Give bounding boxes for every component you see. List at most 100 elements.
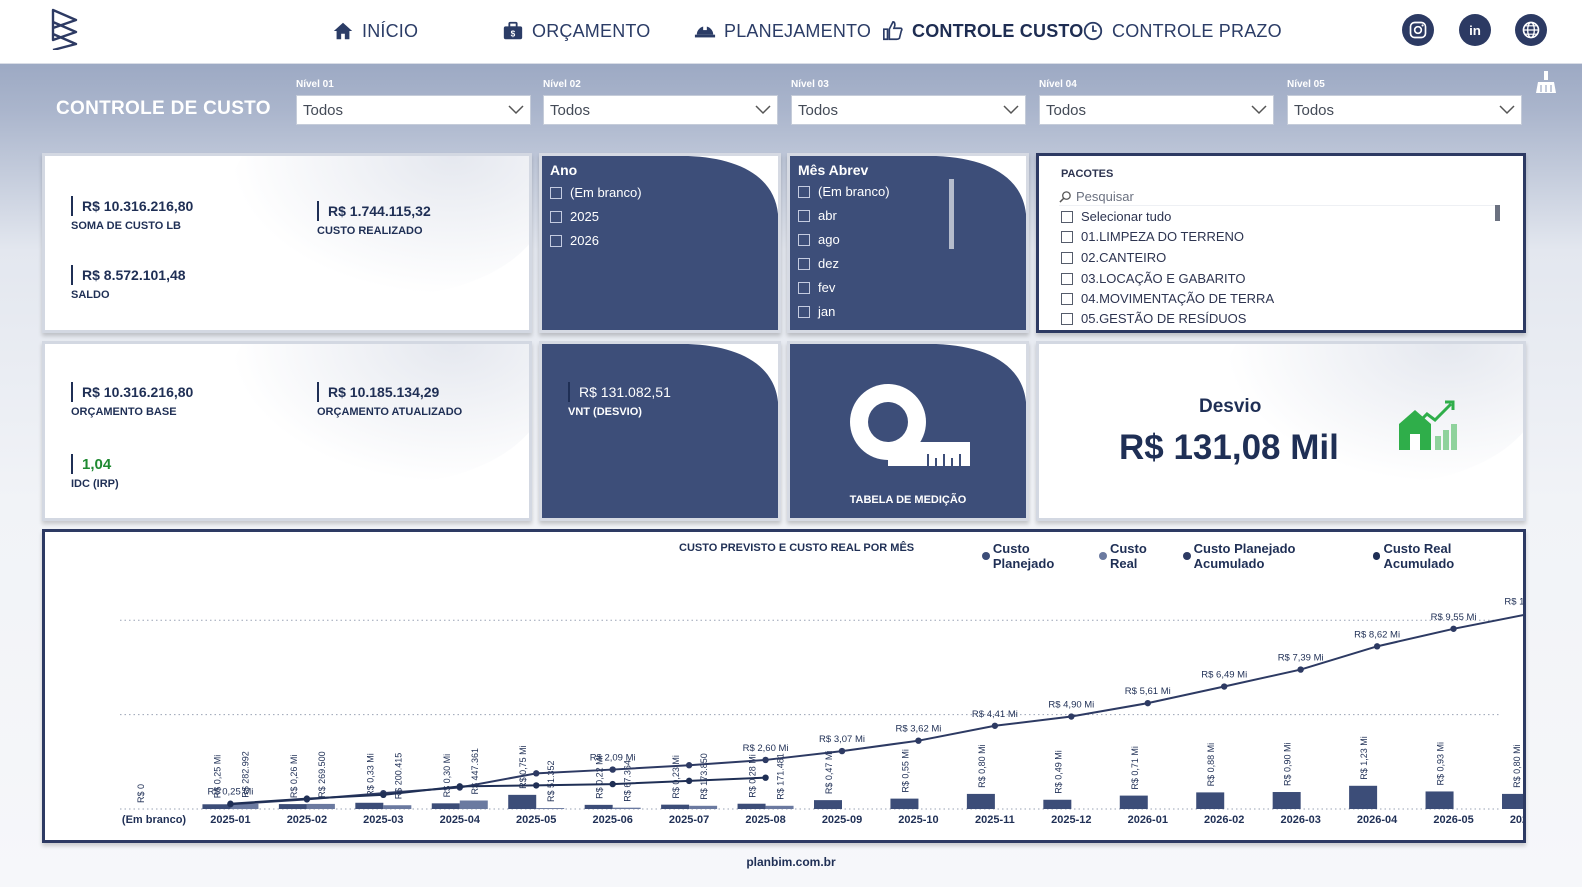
slicer-option[interactable]: (Em branco)	[798, 184, 890, 199]
pacote-option[interactable]: 01.LIMPEZA DO TERRENO	[1061, 229, 1244, 244]
svg-text:$: $	[511, 30, 516, 39]
slicer-option-label: (Em branco)	[570, 185, 642, 200]
filter-dropdown[interactable]: Todos	[1287, 95, 1522, 125]
checkbox[interactable]	[798, 281, 810, 294]
nav-planejamento-label: PLANEJAMENTO	[724, 20, 872, 41]
checkbox[interactable]	[798, 257, 810, 270]
real-accum-point	[609, 780, 616, 788]
bar-real	[765, 805, 794, 809]
filter-dropdown[interactable]: Todos	[543, 95, 778, 125]
planned-accum-point	[991, 722, 999, 729]
checkbox[interactable]	[550, 210, 562, 223]
slicer-option[interactable]: jan	[798, 304, 835, 319]
pacote-option[interactable]: 03.LOCAÇÃO E GABARITO	[1061, 271, 1245, 286]
kpi-label: IDC (IRP)	[71, 478, 119, 490]
globe-icon	[1522, 21, 1540, 39]
checkbox[interactable]	[550, 234, 562, 247]
filter-label: Nível 02	[543, 79, 581, 90]
pacote-label: 04.MOVIMENTAÇÃO DE TERRA	[1081, 291, 1275, 306]
nav-controle-prazo[interactable]: CONTROLE PRAZO	[1082, 18, 1282, 44]
checkbox[interactable]	[798, 233, 810, 246]
checkbox[interactable]	[798, 305, 810, 318]
nav-orcamento[interactable]: $ ORÇAMENTO	[502, 18, 650, 44]
x-tick-label: 2025-01	[210, 814, 250, 826]
pacote-option[interactable]: 04.MOVIMENTAÇÃO DE TERRA	[1061, 291, 1274, 306]
bar-planned	[1196, 792, 1225, 809]
checkbox[interactable]	[1061, 312, 1073, 325]
checkbox[interactable]	[1061, 210, 1073, 223]
planned-accum-point	[609, 766, 616, 773]
bar-planned	[1425, 791, 1454, 809]
x-tick-label: 2026-06	[1510, 814, 1523, 826]
kpi-orcamento-atualizado: R$ 10.185.134,29 ORÇAMENTO ATUALIZADO	[317, 382, 462, 418]
linkedin-button[interactable]: in	[1459, 14, 1491, 46]
slicer-option[interactable]: 2025	[550, 209, 599, 224]
slicer-option[interactable]: fev	[798, 280, 835, 295]
chevron-down-icon	[1003, 105, 1019, 115]
slicer-option-label: jan	[818, 304, 836, 319]
legend-label: Custo Real Acumulado	[1383, 541, 1455, 571]
planned-accum-label: R$ 4,41 Mi	[972, 709, 1018, 720]
footer-link[interactable]: planbim.com.br	[746, 855, 836, 869]
top-nav-bar: INÍCIO $ ORÇAMENTO PLANEJAMENTO CONTROLE…	[0, 0, 1582, 64]
checkbox[interactable]	[1061, 272, 1073, 285]
legend-item[interactable]: Custo Planejado Acumulado	[1182, 541, 1367, 571]
slicer-ano: Ano (Em branco) 2025 2026	[539, 153, 781, 333]
planbim-logo[interactable]	[50, 8, 80, 50]
website-button[interactable]	[1515, 14, 1547, 46]
bar-planned-label: R$ 0,88 Mi	[1206, 743, 1216, 787]
slicer-option[interactable]: (Em branco)	[550, 185, 642, 200]
pacote-option[interactable]: 05.GESTÃO DE RESÍDUOS	[1061, 311, 1246, 326]
bar-planned	[202, 804, 231, 809]
planned-accum-line	[230, 614, 1523, 806]
pacote-label: 02.CANTEIRO	[1081, 250, 1167, 265]
filter-dropdown[interactable]: Todos	[791, 95, 1026, 125]
filter-label: Nível 04	[1039, 79, 1077, 90]
filter-dropdown[interactable]: Todos	[1039, 95, 1274, 125]
slicer-option[interactable]: abr	[798, 208, 837, 223]
clear-filters-icon[interactable]	[1534, 70, 1558, 94]
checkbox[interactable]	[1061, 292, 1073, 305]
pacote-option[interactable]: 02.CANTEIRO	[1061, 250, 1166, 265]
legend-label: Custo Planejado	[992, 541, 1055, 571]
nav-controle-custo[interactable]: CONTROLE CUSTO	[882, 18, 1083, 44]
instagram-button[interactable]	[1402, 14, 1434, 46]
planned-accum-label: R$ 6,49 Mi	[1201, 670, 1247, 681]
checkbox[interactable]	[1061, 251, 1073, 264]
slicer-option-label: (Em branco)	[818, 184, 890, 199]
checkbox[interactable]	[550, 186, 562, 199]
checkbox[interactable]	[798, 185, 810, 198]
bar-planned	[431, 803, 460, 809]
slicer-scrollbar[interactable]	[949, 179, 954, 249]
nav-inicio[interactable]: INÍCIO	[332, 18, 418, 44]
legend-item[interactable]: Custo Real Acumulado	[1372, 541, 1523, 571]
checkbox[interactable]	[1061, 230, 1073, 243]
nav-planejamento[interactable]: PLANEJAMENTO	[694, 18, 871, 44]
slicer-mes: Mês Abrev (Em branco) abr ago dez fev ja…	[787, 153, 1029, 333]
bar-real-label: R$ 447.361	[470, 748, 480, 795]
legend-item[interactable]: Custo Planejado	[982, 541, 1093, 571]
card-decoration	[688, 156, 778, 214]
pacotes-scrollbar[interactable]	[1495, 205, 1500, 221]
kpi-card-orcamento: R$ 10.316.216,80 ORÇAMENTO BASE R$ 10.18…	[42, 341, 532, 521]
filter-dropdown[interactable]: Todos	[296, 95, 531, 125]
kpi-card-custo: R$ 10.316.216,80 SOMA DE CUSTO LB R$ 1.7…	[42, 153, 532, 333]
real-accum-point	[762, 774, 769, 781]
bar-planned	[1349, 785, 1378, 809]
kpi-custo-realizado: R$ 1.744.115,32 CUSTO REALIZADO	[317, 201, 431, 237]
real-accum-line	[230, 776, 766, 805]
pacote-option[interactable]: Selecionar tudo	[1061, 209, 1171, 224]
legend-item[interactable]: Custo Real	[1099, 541, 1177, 571]
bar-real-label: R$ 51.352	[546, 761, 556, 803]
pacote-label: Selecionar tudo	[1081, 209, 1172, 224]
slicer-option[interactable]: dez	[798, 256, 839, 271]
tape-measure-icon	[850, 384, 970, 466]
slicer-option[interactable]: 2026	[550, 233, 599, 248]
planned-accum-label: R$ 7,39 Mi	[1278, 653, 1324, 664]
legend-swatch	[1372, 552, 1381, 560]
pacotes-search[interactable]: Pesquisar	[1059, 188, 1499, 206]
tabela-medicao-button[interactable]: TABELA DE MEDIÇÃO	[787, 341, 1029, 521]
bar-real	[536, 808, 565, 809]
slicer-option[interactable]: ago	[798, 232, 840, 247]
checkbox[interactable]	[798, 209, 810, 222]
